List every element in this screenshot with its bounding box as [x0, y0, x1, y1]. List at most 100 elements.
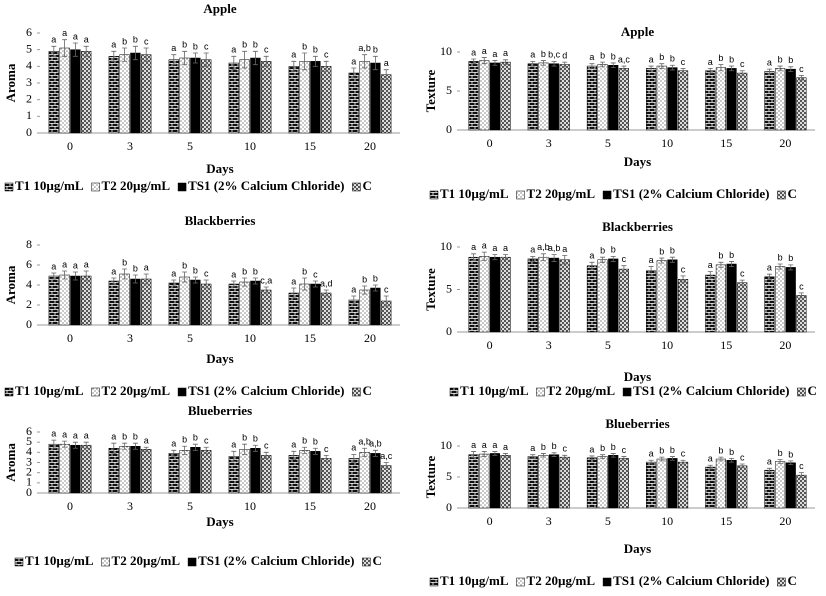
legend-label: TS1 (2% Calcium Chloride): [613, 573, 769, 588]
bar: [261, 289, 272, 326]
bar: [108, 448, 119, 494]
bar: [239, 449, 250, 494]
error-bar: [788, 460, 794, 465]
bar: [775, 266, 786, 333]
error-bar: [766, 273, 772, 280]
significance-label: c: [681, 57, 686, 67]
legend-label: C: [807, 383, 816, 398]
bar: [119, 273, 130, 326]
x-axis-label: Days: [206, 514, 233, 529]
bar: [168, 59, 179, 134]
legend-label: T2 20µg/mL: [527, 573, 596, 588]
bar: [618, 458, 629, 509]
x-tick-label: 0: [487, 514, 493, 528]
error-bar: [192, 276, 198, 284]
bar: [549, 63, 560, 131]
error-bar: [718, 456, 724, 462]
significance-label: b: [193, 265, 198, 275]
error-bar: [171, 449, 177, 457]
error-bar: [729, 261, 735, 267]
bar: [130, 52, 141, 134]
significance-label: b: [302, 41, 307, 51]
significance-label: b: [718, 446, 723, 456]
significance-label: b: [659, 246, 664, 256]
significance-label: a: [73, 431, 78, 441]
x-tick-label: 20: [364, 499, 376, 513]
bar: [468, 454, 479, 509]
error-bar: [707, 67, 713, 74]
error-bar: [680, 67, 686, 74]
x-tick-label: 10: [661, 338, 673, 352]
bar: [239, 281, 250, 326]
significance-label: a: [73, 260, 78, 270]
x-tick-label: 3: [127, 139, 133, 153]
error-bar: [739, 70, 745, 76]
bar: [646, 461, 657, 509]
bar: [359, 289, 370, 326]
significance-label: b: [778, 448, 783, 458]
error-bar: [562, 255, 568, 265]
error-bar: [182, 271, 188, 283]
significance-label: c: [799, 461, 804, 471]
significance-label: b: [729, 54, 734, 64]
x-tick-label: 20: [779, 136, 791, 150]
bar: [608, 455, 619, 509]
bar: [321, 292, 332, 326]
significance-label: a: [503, 243, 508, 253]
bar: [597, 259, 608, 333]
bar: [726, 68, 737, 131]
bar: [737, 72, 748, 131]
x-tick-label: 0: [67, 331, 73, 345]
error-bar: [362, 54, 368, 69]
error-bar: [621, 265, 627, 273]
bar: [489, 256, 500, 333]
x-axis-label: Days: [206, 351, 233, 366]
error-bar: [383, 69, 389, 81]
significance-label: b: [611, 245, 616, 255]
error-bar: [372, 55, 378, 71]
significance-label: b: [302, 436, 307, 446]
significance-label: a,b: [358, 43, 371, 53]
significance-label: d: [562, 51, 567, 61]
bar: [141, 278, 152, 326]
y-tick-label: 6: [26, 25, 32, 39]
bar: [667, 259, 678, 333]
x-tick-label: 10: [661, 136, 673, 150]
significance-label: a: [471, 47, 476, 57]
significance-label: a: [51, 35, 56, 45]
significance-label: c: [384, 284, 389, 294]
bar: [785, 267, 796, 333]
legend-swatch: [91, 387, 100, 397]
error-bar: [111, 50, 117, 62]
bar: [468, 61, 479, 131]
legend-swatch: [187, 557, 197, 567]
bar: [310, 451, 321, 494]
error-bar: [551, 254, 557, 262]
error-bar: [707, 464, 713, 470]
legend-label: C: [362, 383, 371, 398]
bar: [677, 70, 689, 131]
error-bar: [551, 452, 557, 457]
significance-label: a: [492, 49, 497, 59]
bar: [261, 61, 272, 134]
error-bar: [171, 279, 177, 287]
y-tick-label: 0: [446, 500, 452, 514]
bar: [538, 256, 549, 333]
error-bar: [323, 60, 329, 72]
bar: [705, 70, 716, 131]
significance-label: c: [204, 41, 209, 51]
chart-title: Apple: [203, 1, 236, 16]
error-bar: [122, 442, 128, 450]
error-bar: [739, 463, 745, 469]
significance-label: a: [649, 54, 654, 64]
bar: [726, 263, 737, 333]
legend-swatch: [516, 190, 525, 200]
x-tick-label: 5: [605, 338, 611, 352]
bar: [190, 279, 201, 326]
chart-title: Blackberries: [185, 213, 256, 228]
error-bar: [122, 47, 128, 62]
legend-swatch: [602, 190, 612, 200]
bar: [168, 282, 179, 326]
error-bar: [302, 52, 308, 71]
